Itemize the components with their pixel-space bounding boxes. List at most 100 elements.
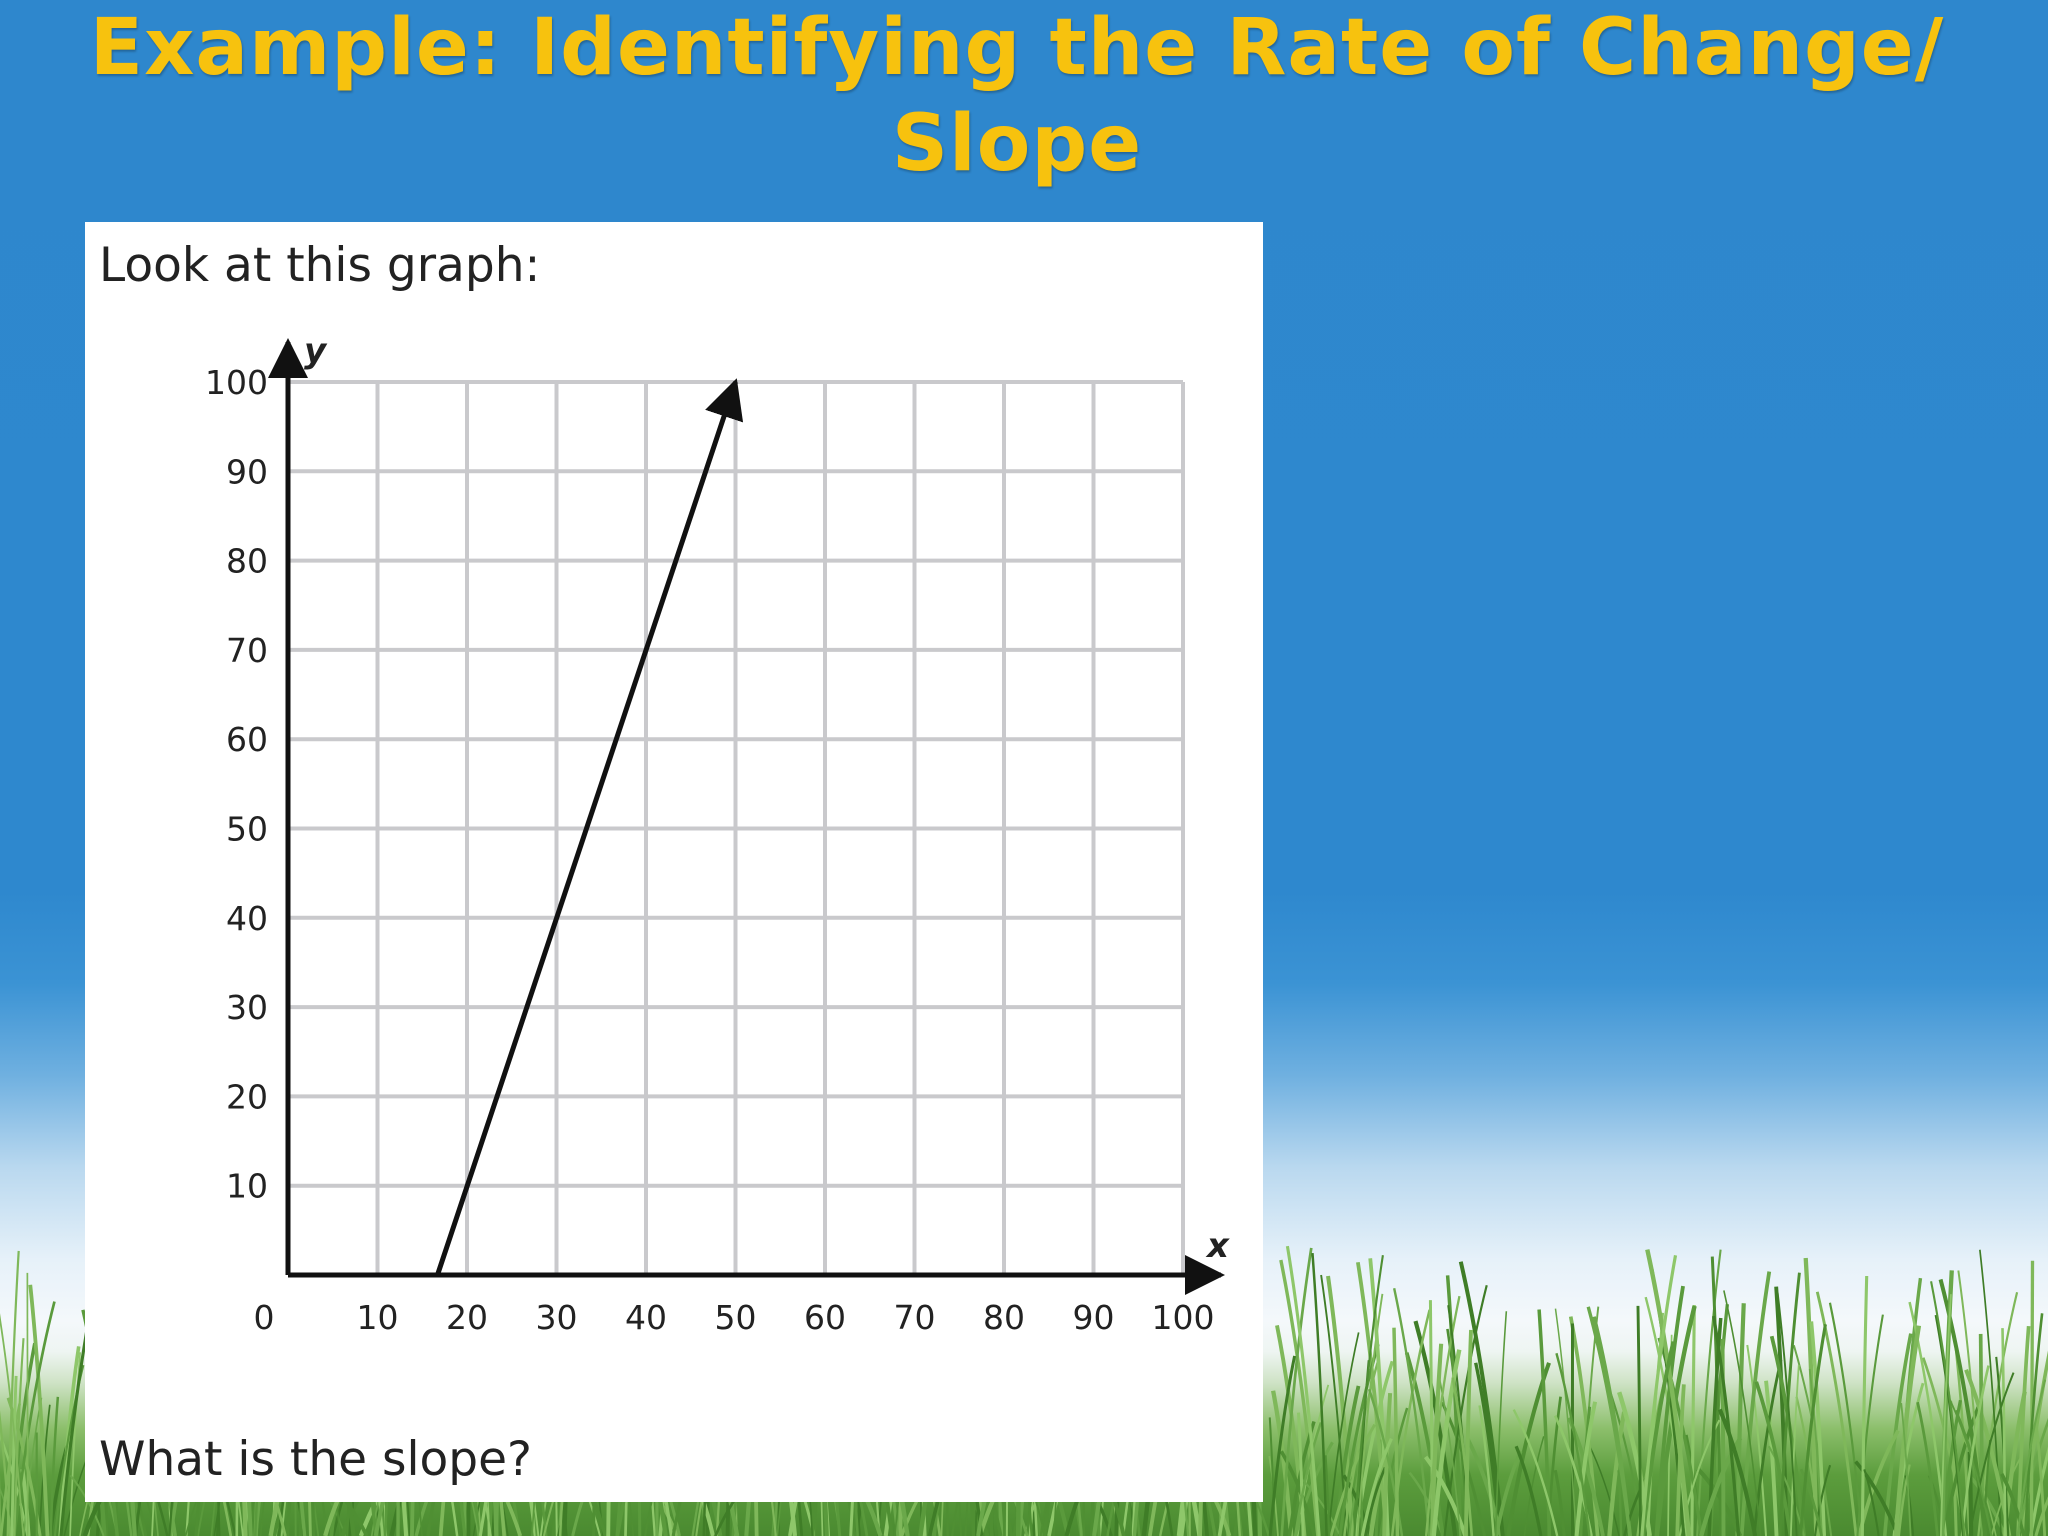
grass-blade	[1995, 1356, 2010, 1536]
grass-blade	[1327, 1332, 1360, 1536]
grass-blade	[1311, 1253, 1328, 1536]
y-tick-label: 70	[226, 631, 268, 670]
grass-blade	[2029, 1446, 2048, 1536]
grass-blade	[1776, 1292, 1798, 1536]
grass-blade	[1343, 1358, 1380, 1536]
grass-blade	[1353, 1255, 1384, 1536]
grass-blade	[1938, 1278, 1988, 1536]
grass-blade	[1717, 1408, 1758, 1536]
grass-blade	[1863, 1469, 1880, 1536]
grass-blade	[1799, 1324, 1827, 1536]
slide-title-line-1: Example: Identifying the Rate of Change/	[89, 3, 1945, 93]
grass-blade	[1654, 1285, 1685, 1536]
grass-blade	[1723, 1290, 1762, 1536]
grass-blade	[1404, 1352, 1445, 1536]
grass-blade	[1279, 1450, 1317, 1536]
grass-blade	[1808, 1368, 1823, 1536]
x-tick-label: 100	[1152, 1298, 1215, 1337]
grass-blade	[69, 1352, 82, 1536]
y-tick-label: 60	[226, 720, 268, 759]
y-tick-label: 50	[226, 810, 268, 849]
grass-blade	[2023, 1313, 2044, 1536]
x-tick-label: 20	[446, 1298, 488, 1337]
line-chart: xy 0 10 20 30 40 50 60 70 80 90 100102030405060708…	[205, 331, 1230, 1337]
prompt-text: Look at this graph:	[99, 238, 541, 293]
y-tick-label: 100	[205, 363, 268, 402]
grass-blade	[2016, 1326, 2031, 1536]
grass-blade	[1588, 1444, 1620, 1536]
grass-blade	[1431, 1349, 1462, 1536]
grass-blade	[1392, 1287, 1431, 1536]
grass-blade	[1268, 1417, 1276, 1536]
grass-blade	[1640, 1255, 1678, 1536]
grass-blade	[1494, 1450, 1523, 1536]
axes: xy	[268, 331, 1230, 1295]
grass-blade	[1949, 1400, 1993, 1536]
y-axis-label: y	[304, 331, 328, 371]
grass-blade	[1607, 1411, 1627, 1536]
grass-blade	[6, 1250, 20, 1536]
grass-blade	[1815, 1291, 1858, 1536]
grass-blade	[2016, 1417, 2048, 1536]
grass-blade	[2029, 1260, 2035, 1536]
grass-blade	[1860, 1275, 1869, 1536]
y-tick-label: 90	[226, 452, 268, 491]
grass-blade	[1916, 1401, 1939, 1536]
y-tick-label: 20	[226, 1077, 268, 1116]
grass-blade	[49, 1396, 60, 1536]
grass-blade	[1555, 1352, 1591, 1536]
grass-blade	[1856, 1314, 1884, 1536]
series-line-0	[435, 378, 744, 1276]
grass-blade	[2001, 1328, 2007, 1536]
grass-blade	[1754, 1381, 1793, 1536]
x-tick-label: 50	[715, 1298, 757, 1337]
grass-blade	[1364, 1466, 1387, 1536]
grass-blade	[1778, 1272, 1801, 1536]
grass-blade	[1293, 1422, 1323, 1536]
x-tick-label: 70	[894, 1298, 936, 1337]
grass-blade	[1900, 1402, 1912, 1536]
grass-blade	[1458, 1261, 1505, 1536]
grass-blade	[1324, 1455, 1331, 1536]
grass-blade	[1930, 1281, 1966, 1536]
grid	[288, 380, 1185, 1275]
grass-blade	[1939, 1294, 1952, 1536]
grass-blade	[13, 1338, 25, 1536]
grass-blade	[1329, 1423, 1376, 1536]
grass-blade	[1712, 1315, 1741, 1536]
grass-blade	[1514, 1445, 1543, 1536]
grass-blade	[1423, 1455, 1468, 1536]
slide-title: Example: Identifying the Rate of Change/…	[0, 0, 2034, 192]
grass-blade	[1463, 1329, 1473, 1536]
grass-blade	[1617, 1470, 1623, 1536]
grass-blade	[0, 1403, 21, 1536]
question-text: What is the slope?	[99, 1432, 532, 1487]
grass-blade	[10, 1375, 18, 1536]
grass-blade	[1720, 1338, 1726, 1536]
y-tick-label: 30	[226, 988, 268, 1027]
grass-blade	[1586, 1306, 1632, 1536]
grass-blade	[1285, 1245, 1321, 1536]
tick-labels: 0 10 20 30 40 50 60 70 80 90 100 10 20 30 40 50 60 70 80 90…	[205, 363, 1215, 1337]
grass-blade	[1356, 1261, 1389, 1536]
y-tick-label: 40	[226, 899, 268, 938]
grass-blade	[1799, 1468, 1823, 1536]
grass-blade	[1960, 1365, 1990, 1536]
grass-blade	[1828, 1302, 1864, 1536]
grass-blade	[1512, 1409, 1559, 1536]
grass-blade	[1523, 1436, 1545, 1536]
y-tick-label: 10	[226, 1167, 268, 1206]
grass-blade	[1809, 1321, 1827, 1536]
grass-blade	[1690, 1305, 1696, 1536]
grass-blade	[2034, 1425, 2047, 1536]
grass-blade	[1392, 1327, 1400, 1536]
grass-blade	[1360, 1437, 1393, 1536]
grass-blade	[0, 1313, 25, 1536]
grass-blade	[1968, 1372, 2015, 1536]
grass-blade	[2034, 1496, 2048, 1536]
grass-blade	[1494, 1311, 1508, 1536]
grass-blade	[69, 1474, 105, 1536]
x-tick-label: 80	[983, 1298, 1025, 1337]
grass-blade	[0, 1410, 12, 1536]
